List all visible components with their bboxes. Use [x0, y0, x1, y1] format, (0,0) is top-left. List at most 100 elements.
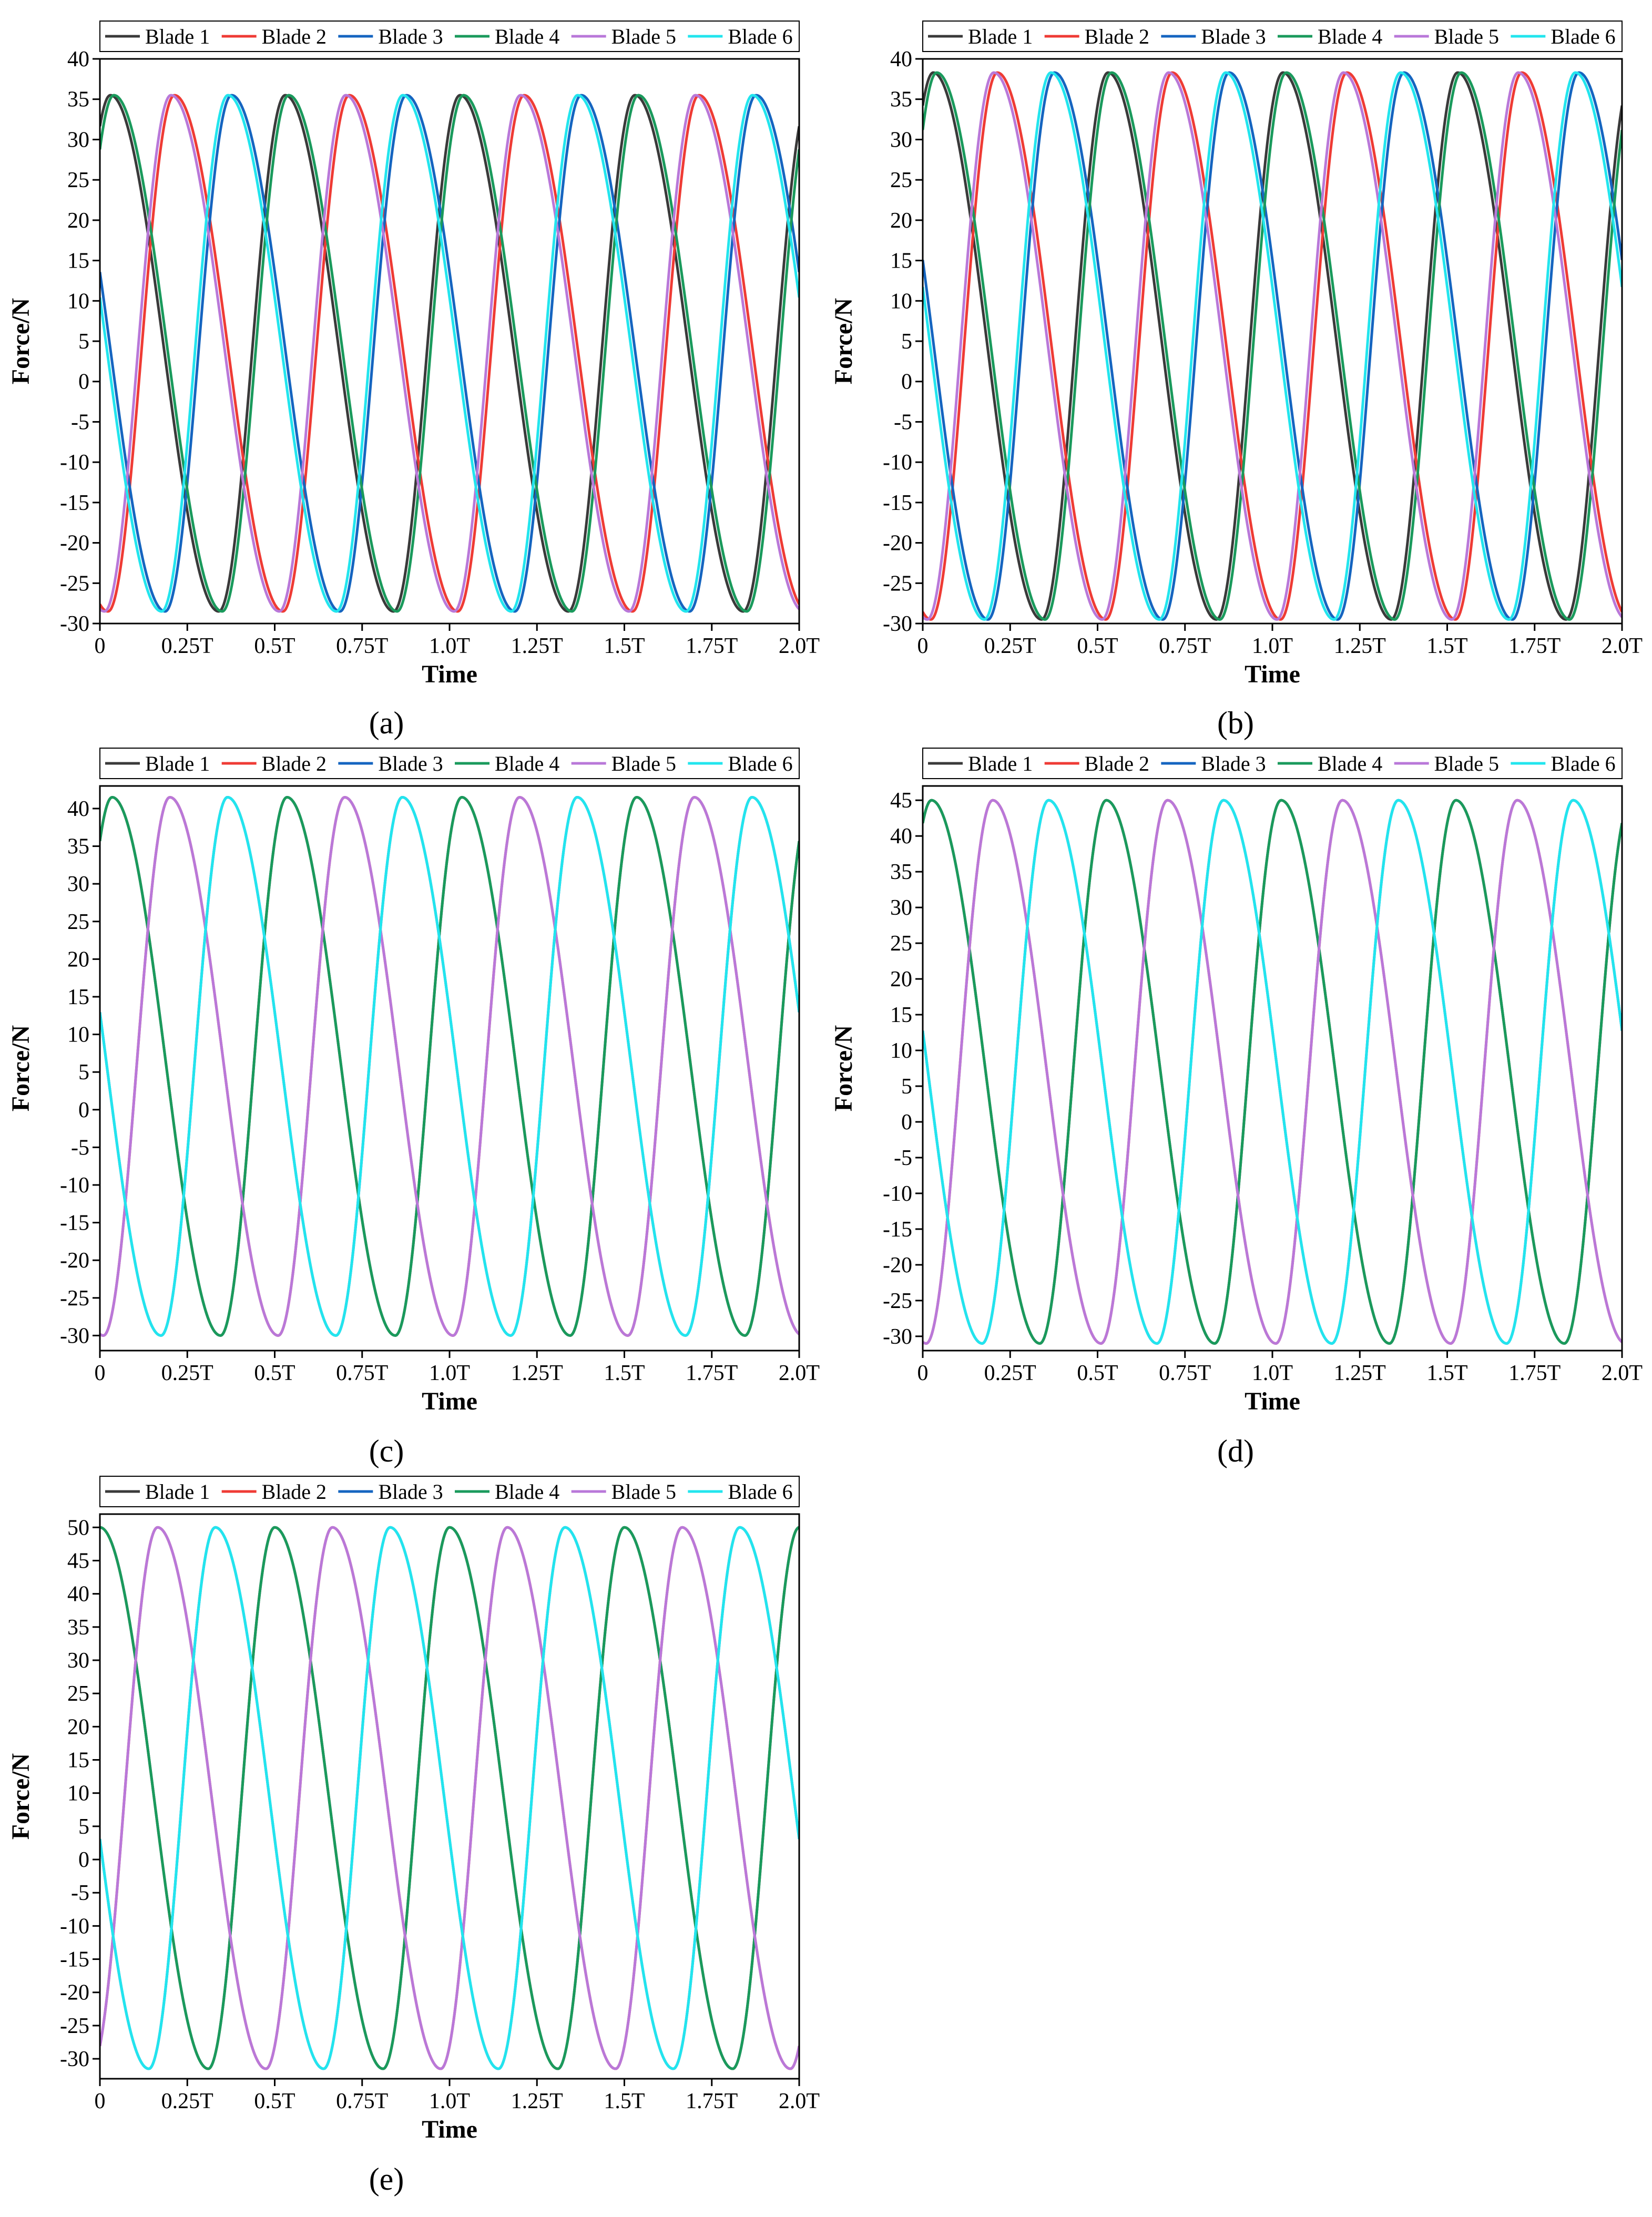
legend-label-blade-4: Blade 4 [495, 752, 559, 775]
x-tick-label: 0.75T [1159, 634, 1211, 658]
legend-label-blade-2: Blade 2 [1085, 25, 1149, 48]
x-axis-title: Time [1245, 1387, 1300, 1415]
chart-panel-d: -30 -25 -20 -15 -10 -5 0 5 10 15 20 25 30 35 40 45 0 0.25… [830, 748, 1643, 1468]
legend-label-blade-3: Blade 3 [378, 25, 443, 48]
x-tick-label: 0.25T [161, 634, 213, 658]
y-tick-label: -30 [60, 2047, 89, 2071]
legend-label-blade-6: Blade 6 [1551, 25, 1615, 48]
series-line-blade-6 [100, 795, 799, 1337]
x-tick-label: 0.25T [161, 2089, 213, 2113]
x-tick-label: 0 [95, 2089, 106, 2113]
plot-frame [99, 785, 800, 1352]
series-line-blade-2 [100, 795, 799, 1337]
y-tick-label: 40 [67, 1582, 89, 1607]
series-line-blade-1 [100, 1526, 799, 2070]
y-axis-title: Force/N [7, 1753, 35, 1840]
legend-label-blade-5: Blade 5 [611, 1480, 676, 1504]
series-line-blade-6 [100, 1526, 799, 2070]
y-tick-label: -10 [60, 1173, 89, 1198]
series-line-blade-6 [923, 799, 1622, 1345]
x-axis-title: Time [422, 660, 477, 688]
series-line-blade-5 [100, 94, 799, 613]
x-tick-label: 1.0T [1252, 1361, 1293, 1385]
y-tick-label: -10 [60, 451, 89, 475]
series-line-blade-2 [923, 71, 1622, 621]
y-tick-label: -30 [883, 612, 912, 636]
y-tick-label: -30 [60, 1324, 89, 1348]
x-tick-label: 1.5T [604, 2089, 645, 2113]
panel-label-c: (c) [369, 1434, 404, 1468]
legend-label-blade-6: Blade 6 [1551, 752, 1615, 775]
y-tick-label: 35 [67, 88, 89, 112]
x-tick-label: 2.0T [1602, 1361, 1643, 1385]
y-tick-label: 35 [890, 860, 912, 884]
series-line-blade-2 [100, 94, 799, 613]
x-tick-label: 2.0T [779, 2089, 820, 2113]
legend-label-blade-1: Blade 1 [145, 25, 210, 48]
x-tick-label: 0 [917, 1361, 929, 1385]
y-tick-label: 5 [78, 1815, 89, 1839]
legend-box [922, 21, 1623, 52]
x-tick-label: 0.5T [254, 1361, 295, 1385]
y-tick-label: 20 [67, 947, 89, 972]
legend-label-blade-2: Blade 2 [262, 25, 327, 48]
series-line-blade-1 [923, 799, 1622, 1345]
series-line-blade-4 [100, 94, 799, 613]
x-tick-label: 0.5T [254, 2089, 295, 2113]
chart-panel-e: -30 -25 -20 -15 -10 -5 0 5 10 15 20 25 30 35 40 45 50 0 0.… [7, 1476, 820, 2196]
y-tick-label: 30 [890, 128, 912, 152]
y-tick-label: 25 [67, 168, 89, 192]
legend-label-blade-4: Blade 4 [495, 25, 559, 48]
x-tick-label: 2.0T [779, 1361, 820, 1385]
plot-frame [99, 1513, 800, 2080]
x-tick-label: 1.5T [604, 1361, 645, 1385]
legend-label-blade-5: Blade 5 [611, 752, 676, 775]
x-tick-label: 1.0T [429, 2089, 470, 2113]
x-tick-label: 0.75T [1159, 1361, 1211, 1385]
y-tick-label: -15 [60, 1948, 89, 1972]
x-tick-label: 1.25T [511, 1361, 563, 1385]
series-line-blade-3 [100, 94, 799, 613]
x-tick-label: 1.75T [1508, 1361, 1561, 1385]
y-tick-label: -5 [71, 1881, 89, 1905]
x-axis-title: Time [422, 2116, 477, 2143]
x-tick-label: 1.0T [429, 634, 470, 658]
x-tick-label: 1.25T [511, 2089, 563, 2113]
panel-label-e: (e) [369, 2162, 404, 2196]
x-axis-title: Time [1245, 660, 1300, 688]
legend-label-blade-3: Blade 3 [1201, 25, 1266, 48]
y-tick-label: -30 [60, 612, 89, 636]
x-tick-label: 2.0T [779, 634, 820, 658]
y-tick-label: 0 [901, 1110, 912, 1135]
legend-label-blade-5: Blade 5 [611, 25, 676, 48]
x-tick-label: 2.0T [1602, 634, 1643, 658]
x-tick-label: 1.25T [511, 634, 563, 658]
y-tick-label: 10 [67, 1782, 89, 1806]
series-line-blade-5 [100, 1526, 799, 2070]
y-tick-label: 0 [78, 1848, 89, 1872]
y-tick-label: 40 [67, 797, 89, 821]
series-line-blade-3 [923, 71, 1622, 621]
x-tick-label: 0.25T [984, 1361, 1036, 1385]
x-tick-label: 1.0T [429, 1361, 470, 1385]
y-tick-label: -30 [883, 1325, 912, 1349]
chart-panel-c: -30 -25 -20 -15 -10 -5 0 5 10 15 20 25 30 35 40 0 0.25T 0… [7, 748, 820, 1468]
x-tick-label: 1.5T [604, 634, 645, 658]
series-group [923, 71, 1622, 621]
y-tick-label: -10 [883, 1182, 912, 1206]
legend-label-blade-1: Blade 1 [968, 25, 1033, 48]
x-tick-label: 0 [95, 634, 106, 658]
y-tick-label: -25 [883, 571, 912, 596]
y-tick-label: -15 [883, 1218, 912, 1242]
y-tick-label: 5 [78, 330, 89, 354]
y-tick-label: -15 [60, 1211, 89, 1235]
legend-box [922, 748, 1623, 779]
y-tick-label: 30 [67, 128, 89, 152]
legend-box [99, 21, 800, 52]
y-tick-label: 35 [890, 88, 912, 112]
y-tick-label: 5 [78, 1060, 89, 1085]
chart-panel-a: -30 -25 -20 -15 -10 -5 0 5 10 15 20 25 30 35 40 0 0.25T 0… [7, 21, 820, 740]
y-tick-label: -5 [71, 410, 89, 434]
y-tick-label: 45 [67, 1549, 89, 1573]
x-tick-label: 1.75T [1508, 634, 1561, 658]
